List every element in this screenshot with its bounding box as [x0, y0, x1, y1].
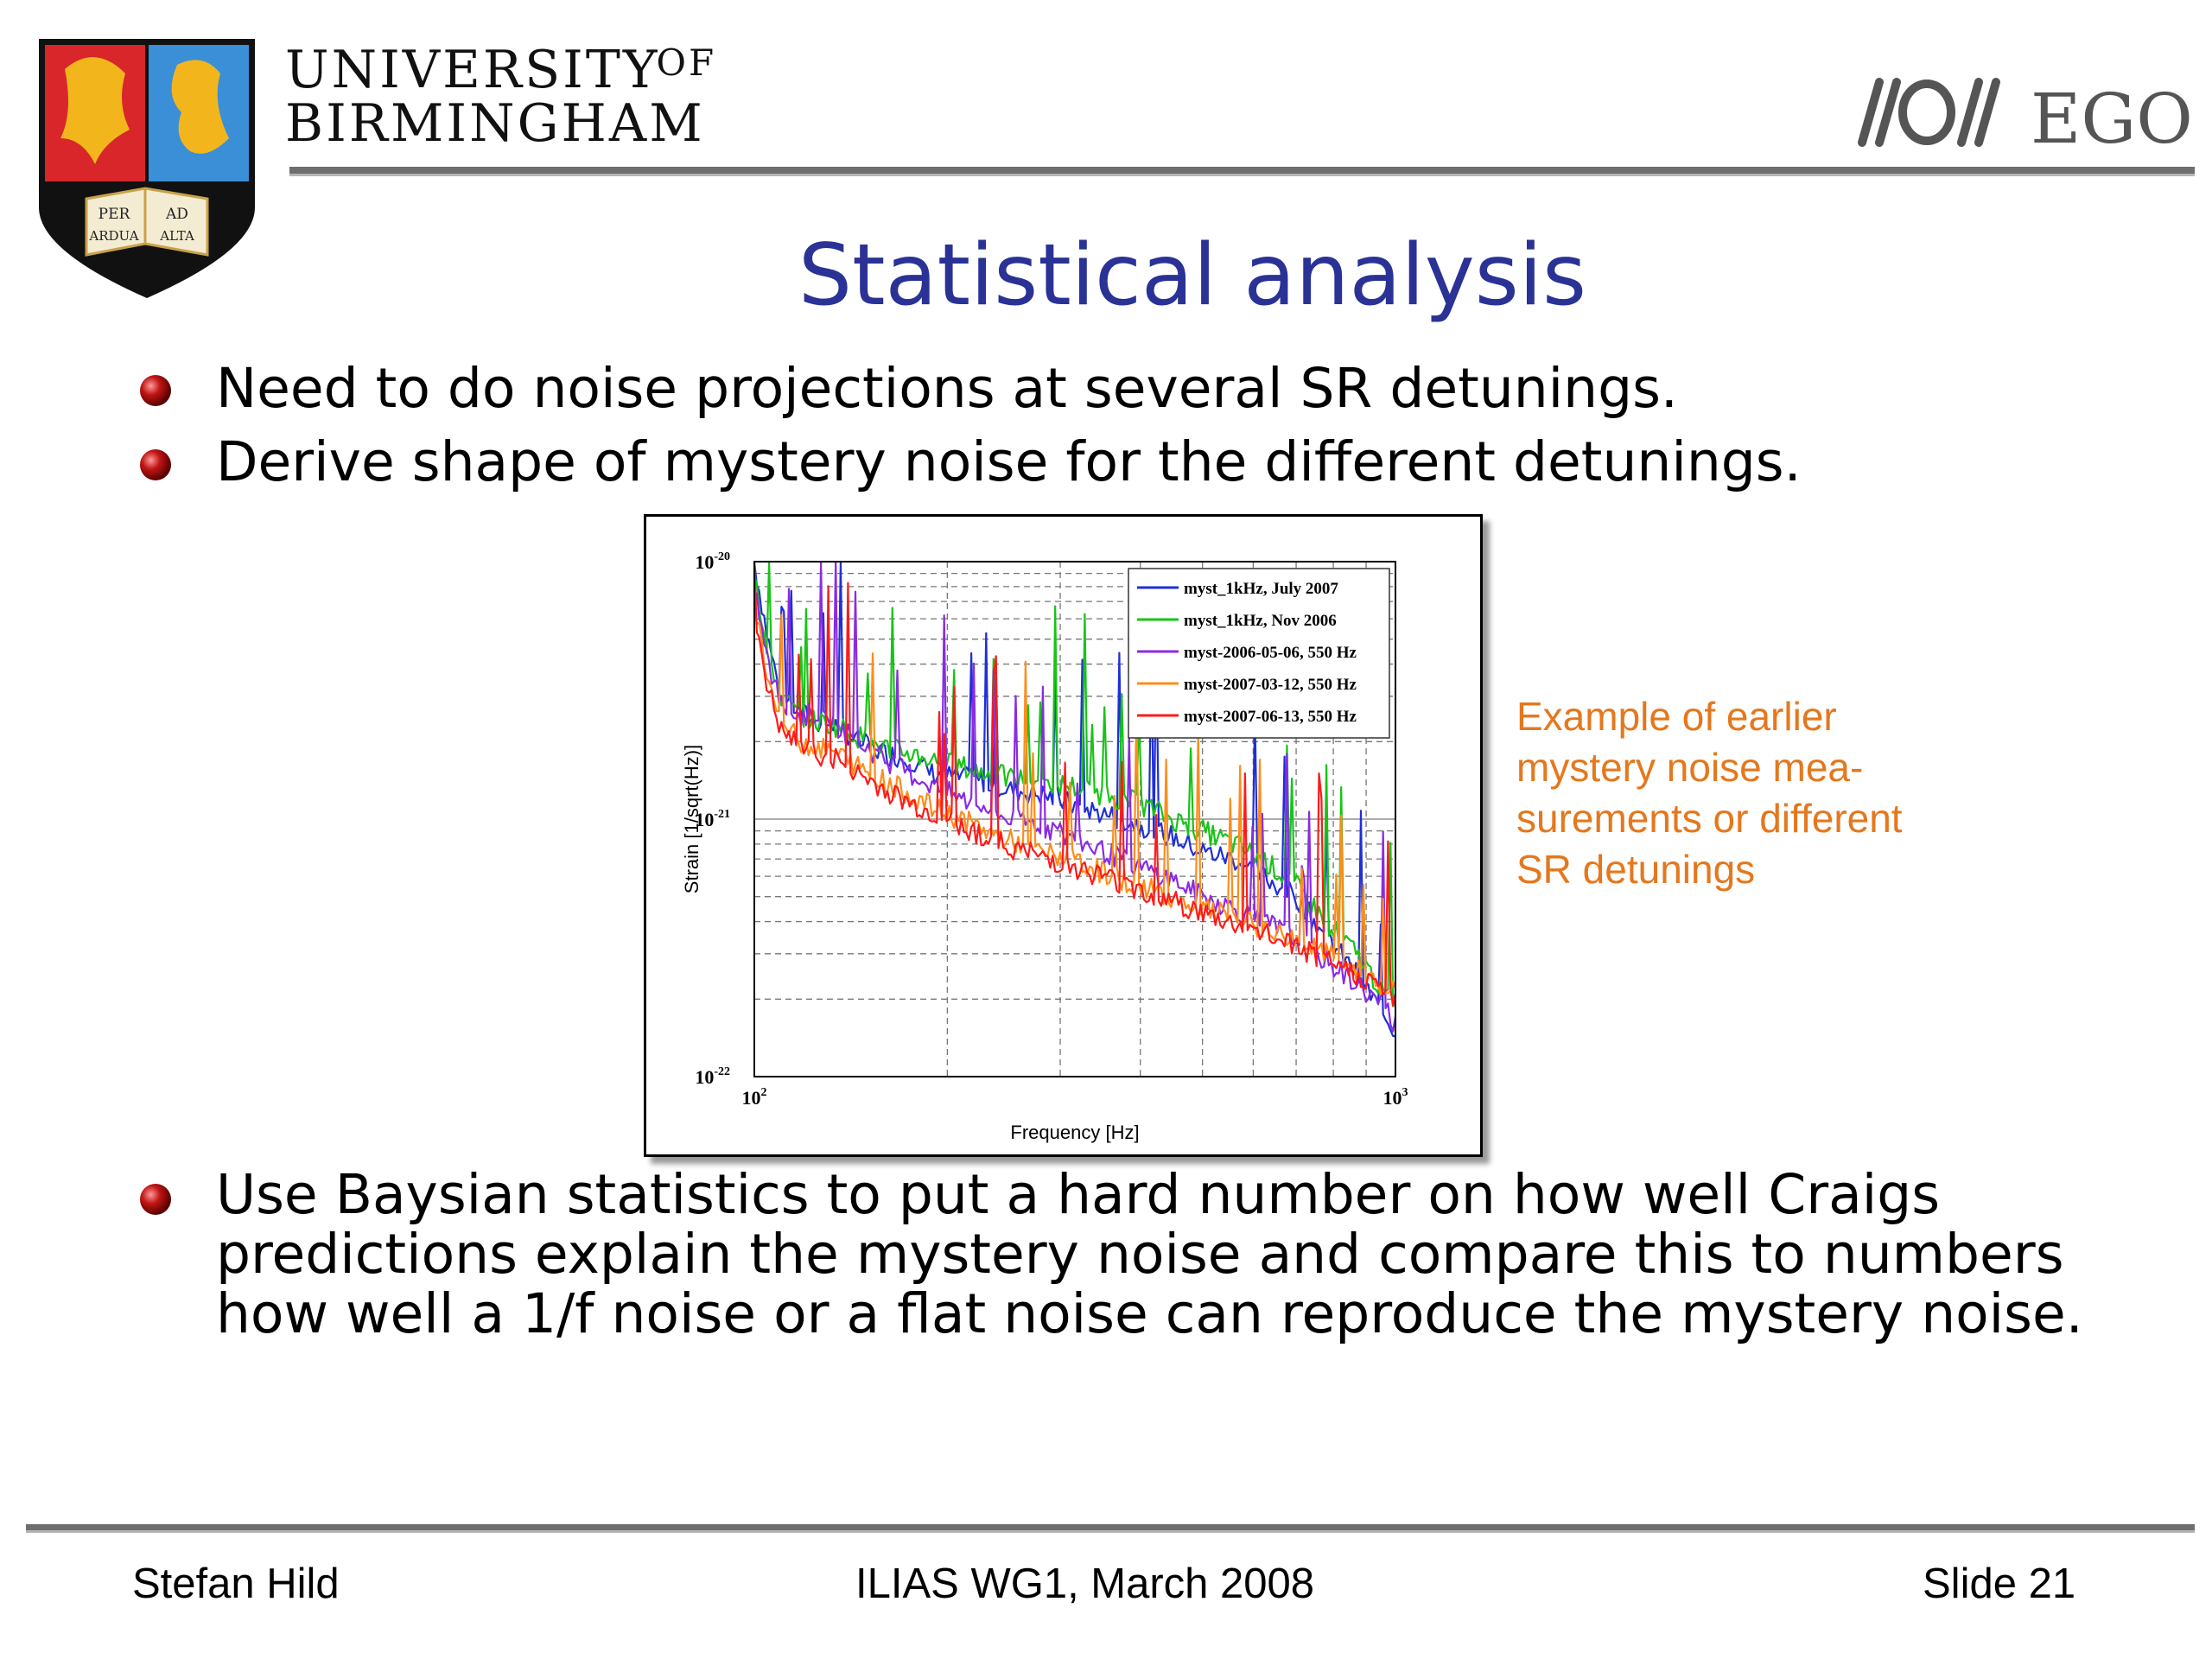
bullet-icon: [140, 1184, 171, 1215]
noise-spectrum-figure: 102 103 10-20 10-21 10-22 Strain [1/sqrt(Hz)…: [644, 514, 1483, 1157]
ego-logo: EGO: [1858, 78, 2193, 156]
university-crest-logo: PER AD ARDUA ALTA: [39, 39, 255, 298]
university-of: OF: [656, 41, 717, 84]
university-line1: UNIVERSITY: [285, 40, 660, 100]
caption-line: surements or different: [1516, 796, 1903, 841]
y-tick-label: 10-22: [695, 1065, 730, 1088]
crest-motto-ad: AD: [165, 206, 188, 223]
footer-divider: [26, 1524, 2195, 1533]
crest-motto-alta: ALTA: [159, 228, 194, 244]
plot-frame: [753, 561, 1396, 1077]
legend-box: [1128, 568, 1390, 739]
caption-line: SR detunings: [1516, 847, 1756, 892]
bullet-text-2: Derive shape of mystery noise for the di…: [216, 430, 1802, 493]
y-tick-label: 10-21: [695, 808, 730, 830]
series-line: [753, 560, 1397, 1033]
chart-legend: myst_1kHz, July 2007 myst_1kHz, Nov 2006 m…: [1128, 568, 1390, 739]
footer-slide-number: Slide 21: [1923, 1560, 2076, 1607]
caption-line: Example of earlier: [1516, 694, 1837, 739]
legend-entry: myst_1kHz, July 2007: [1184, 580, 1338, 598]
university-name: UNIVERSITYOF BIRMINGHAM: [285, 36, 716, 150]
series-line: [753, 561, 1397, 1007]
legend-entry: myst-2007-03-12, 550 Hz: [1184, 676, 1357, 694]
crest-motto-per: PER: [99, 206, 131, 223]
bullet-icon: [140, 449, 171, 480]
caption-line: mystery noise mea-: [1516, 745, 1864, 790]
slide-title: Statistical analysis: [798, 226, 1587, 325]
x-axis-label: Frequency [Hz]: [1010, 1122, 1139, 1143]
y-axis-label: Strain [1/sqrt(Hz)]: [681, 745, 702, 893]
legend-entry: myst-2007-06-13, 550 Hz: [1184, 708, 1357, 726]
series-line: [753, 605, 1397, 995]
bullet-text-1: Need to do noise projections at several …: [216, 357, 1678, 420]
bullet-icon: [140, 375, 171, 406]
ego-logo-text: EGO: [2031, 79, 2193, 156]
bullet-text-3: Use Baysian statistics to put a hard num…: [216, 1163, 2083, 1345]
legend-entry: myst-2006-05-06, 550 Hz: [1184, 644, 1357, 662]
footer-author: Stefan Hild: [132, 1560, 340, 1607]
university-line2: BIRMINGHAM: [285, 93, 705, 154]
crest-motto-ardua: ARDUA: [88, 228, 138, 244]
header-divider: [289, 167, 2195, 176]
footer-event: ILIAS WG1, March 2008: [855, 1560, 1315, 1607]
figure-caption: Example of earlier mystery noise mea- su…: [1516, 691, 2000, 895]
legend-entry: myst_1kHz, Nov 2006: [1184, 612, 1337, 630]
